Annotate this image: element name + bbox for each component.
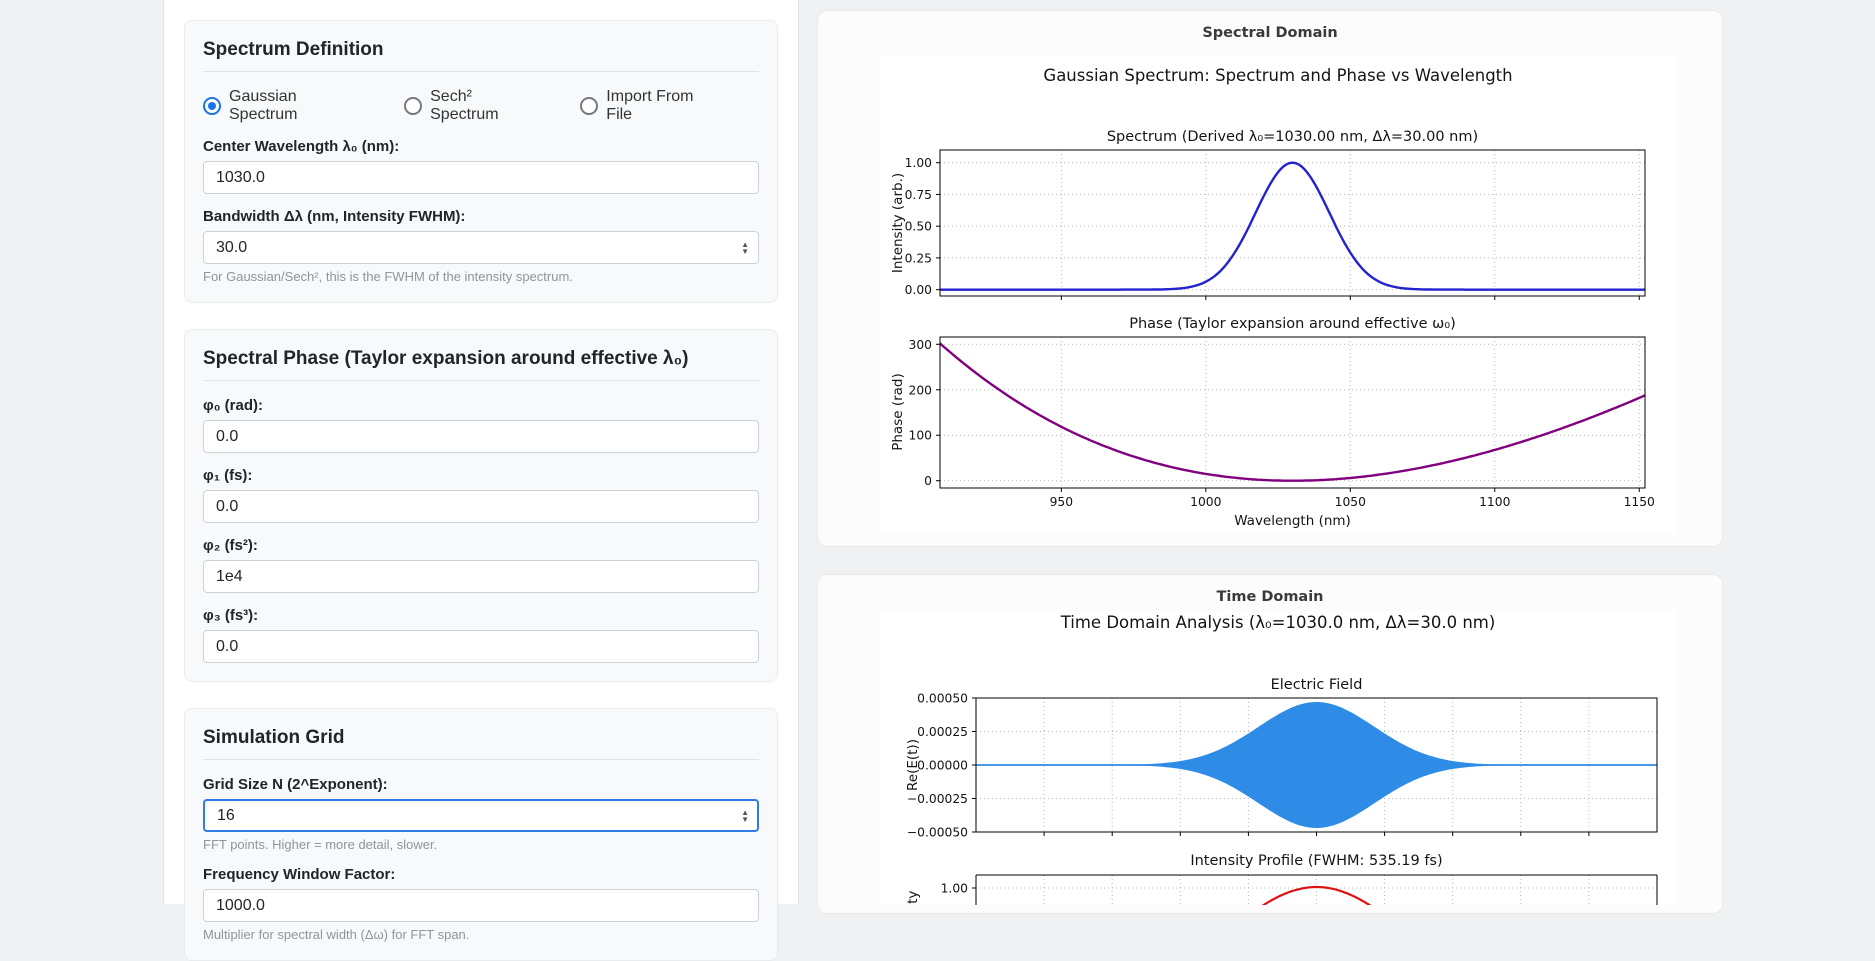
svg-text:0: 0 [924, 474, 932, 488]
radio-gaussian-spectrum[interactable]: Gaussian Spectrum [203, 88, 364, 124]
phi0-label: φ₀ (rad): [203, 397, 263, 414]
svg-text:0.00025: 0.00025 [917, 725, 968, 739]
svg-text:1.00: 1.00 [905, 156, 932, 170]
bandwidth-input[interactable] [203, 231, 759, 264]
svg-text:Re(E(t)): Re(E(t)) [905, 739, 921, 791]
time-domain-card: Time Domain Time Domain Analysis (λ₀=103… [817, 574, 1723, 914]
bandwidth-label: Bandwidth Δλ (nm, Intensity FWHM): [203, 208, 466, 225]
phi3-label: φ₃ (fs³): [203, 607, 259, 624]
freq-window-help: Multiplier for spectral width (Δω) for F… [203, 927, 470, 942]
freq-window-input[interactable] [203, 889, 759, 922]
grid-size-help: FFT points. Higher = more detail, slower… [203, 837, 438, 852]
svg-text:Intensity (arb.): Intensity (arb.) [890, 173, 906, 273]
phi3-input[interactable] [203, 630, 759, 663]
time-domain-figure: Time Domain Analysis (λ₀=1030.0 nm, Δλ=3… [880, 611, 1677, 905]
spectral-phase-card: Spectral Phase (Taylor expansion around … [184, 329, 778, 682]
svg-text:950: 950 [1050, 495, 1073, 509]
spectral-domain-figure: Gaussian Spectrum: Spectrum and Phase vs… [880, 55, 1677, 534]
svg-text:Phase (rad): Phase (rad) [890, 373, 906, 451]
radio-sech2-spectrum[interactable]: Sech² Spectrum [404, 88, 540, 124]
svg-text:−0.00050: −0.00050 [907, 826, 968, 840]
simulation-grid-card: Simulation Grid Grid Size N (2^Exponent)… [184, 708, 778, 961]
time-domain-header: Time Domain [1216, 589, 1324, 605]
grid-size-label: Grid Size N (2^Exponent): [203, 776, 388, 793]
svg-text:0.00000: 0.00000 [917, 759, 968, 773]
phi1-label: φ₁ (fs): [203, 467, 253, 484]
svg-text:−0.00025: −0.00025 [907, 792, 968, 806]
simulation-grid-title: Simulation Grid [203, 727, 759, 760]
spectral-domain-header: Spectral Domain [1202, 25, 1338, 41]
svg-text:0.00: 0.00 [905, 283, 932, 297]
number-stepper[interactable]: ▲ ▼ [741, 807, 749, 824]
spectral-domain-card: Spectral Domain Gaussian Spectrum: Spect… [817, 10, 1723, 547]
freq-window-label: Frequency Window Factor: [203, 866, 396, 883]
grid-size-input[interactable] [203, 799, 759, 832]
svg-text:0.00050: 0.00050 [917, 692, 968, 706]
svg-text:1150: 1150 [1624, 495, 1655, 509]
app-root: { "left_panel": { "spectrum_definition":… [163, 0, 1723, 961]
svg-text:200: 200 [909, 383, 932, 397]
svg-text:Time Domain Analysis (λ₀=1030.: Time Domain Analysis (λ₀=1030.0 nm, Δλ=3… [1060, 613, 1496, 632]
svg-text:Intensity Profile (FWHM: 535.1: Intensity Profile (FWHM: 535.19 fs) [1190, 853, 1442, 869]
svg-text:Phase (Taylor expansion around: Phase (Taylor expansion around effective… [1129, 316, 1456, 332]
svg-text:0.50: 0.50 [905, 220, 932, 234]
center-wavelength-input[interactable] [203, 161, 759, 194]
phi0-input[interactable] [203, 420, 759, 453]
number-stepper[interactable]: ▲ ▼ [741, 239, 749, 256]
svg-text:1000: 1000 [1190, 495, 1221, 509]
bandwidth-help: For Gaussian/Sech², this is the FWHM of … [203, 269, 573, 284]
svg-text:Wavelength (nm): Wavelength (nm) [1234, 513, 1351, 529]
svg-text:Intensity: Intensity [905, 891, 921, 905]
svg-text:300: 300 [909, 338, 932, 352]
svg-text:Gaussian Spectrum: Spectrum an: Gaussian Spectrum: Spectrum and Phase vs… [1043, 66, 1512, 85]
svg-text:1050: 1050 [1335, 495, 1366, 509]
phi2-label: φ₂ (fs²): [203, 537, 258, 554]
radio-icon[interactable] [404, 97, 423, 115]
radio-import-from-file[interactable]: Import From File [580, 88, 719, 124]
phi1-input[interactable] [203, 490, 759, 523]
radio-icon[interactable] [580, 97, 599, 115]
spectrum-type-radio-group: Gaussian Spectrum Sech² Spectrum Import … [203, 88, 759, 124]
radio-icon[interactable] [203, 97, 221, 115]
svg-text:1100: 1100 [1479, 495, 1510, 509]
svg-text:Spectrum (Derived λ₀=1030.00 n: Spectrum (Derived λ₀=1030.00 nm, Δλ=30.0… [1107, 129, 1478, 145]
svg-text:Electric Field: Electric Field [1271, 677, 1363, 693]
svg-text:0.25: 0.25 [905, 251, 932, 265]
svg-text:100: 100 [909, 429, 932, 443]
svg-text:0.75: 0.75 [905, 188, 932, 202]
svg-text:1.00: 1.00 [941, 882, 968, 896]
spectrum-definition-title: Spectrum Definition [203, 39, 759, 72]
phi2-input[interactable] [203, 560, 759, 593]
spectral-phase-title: Spectral Phase (Taylor expansion around … [203, 348, 759, 381]
settings-panel: Spectrum Definition Gaussian Spectrum Se… [163, 0, 799, 961]
spectrum-definition-card: Spectrum Definition Gaussian Spectrum Se… [184, 20, 778, 303]
center-wavelength-label: Center Wavelength λ₀ (nm): [203, 138, 400, 155]
